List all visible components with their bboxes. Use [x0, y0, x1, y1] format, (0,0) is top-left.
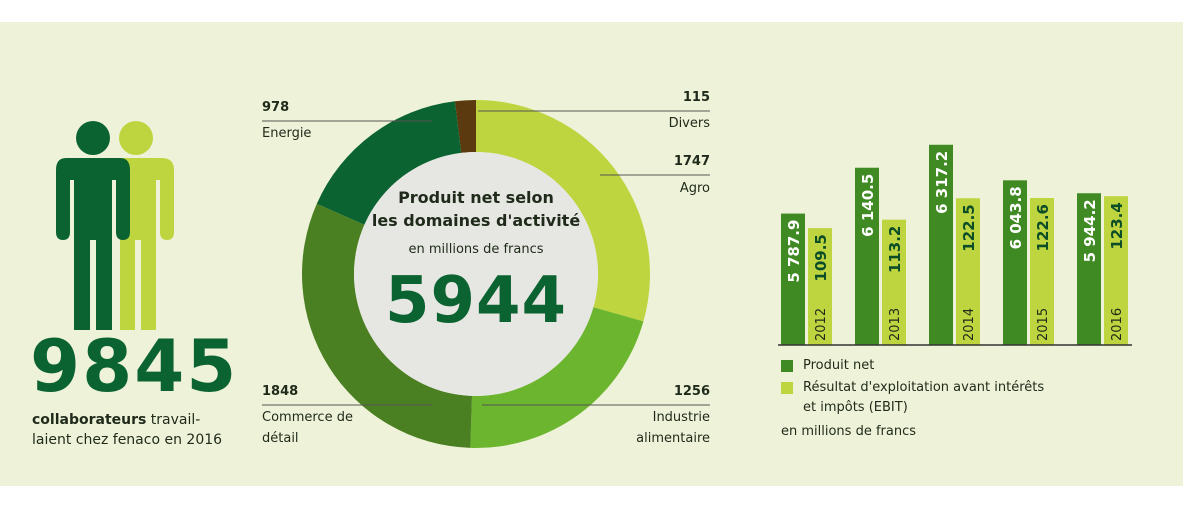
bar-ebit-2014	[956, 198, 980, 345]
donut-slice-industrie-alimentaire	[470, 307, 644, 448]
bar-value-label-ebit-2016: 123.4	[1108, 202, 1126, 249]
slice-label-commerce: Commerce de détail	[262, 410, 353, 446]
donut-center	[354, 152, 598, 396]
bar-ebit-2013	[882, 219, 906, 345]
bar-category-label-2016: 2016	[1110, 308, 1125, 341]
bar-value-label-ebit-2013: 113.2	[886, 226, 904, 273]
bar-ebit-2015	[1030, 198, 1054, 345]
slice-label-industrie: Industrie alimentaire	[636, 410, 710, 446]
donut-title-line2: les domaines d'activité	[371, 211, 581, 230]
donut-title: Produit net selon les domaines d'activit…	[364, 186, 588, 232]
bar-value-label-ebit-2014: 122.5	[960, 204, 978, 251]
donut-title-line1: Produit net selon	[398, 188, 554, 207]
slice-value-agro: 1747	[673, 154, 710, 169]
donut-slice-agro	[476, 100, 650, 322]
donut-slices	[301, 100, 650, 448]
legend-label-produit-net: Produit net	[803, 358, 875, 373]
legend-item-produit-net: Produit net	[781, 356, 1044, 376]
employee-count: 9845	[30, 324, 239, 408]
bar-produit-net-2014	[929, 144, 953, 345]
bar-produit-net-2012	[781, 213, 805, 345]
slice-value-industrie: 1256	[673, 384, 710, 399]
bar-value-label-ebit-2015: 122.6	[1034, 204, 1052, 251]
slice-value-commerce: 1848	[262, 384, 299, 399]
bar-value-label-produit-net-2012: 5 787.9	[785, 220, 803, 283]
legend-item-ebit: Résultat d'exploitation avant intérêts e…	[781, 378, 1044, 418]
slice-value-energie: 978	[262, 100, 290, 115]
donut-slice-divers	[454, 100, 476, 153]
bar-category-label-2014: 2014	[962, 308, 977, 341]
bar-produit-net-2015	[1003, 180, 1027, 345]
bar-value-label-produit-net-2014: 6 317.2	[933, 151, 951, 214]
legend-swatch-light	[781, 382, 793, 394]
legend-label-ebit: Résultat d'exploitation avant intérêts e…	[803, 378, 1044, 418]
slice-value-divers: 115	[682, 90, 710, 105]
slice-label-divers: Divers	[668, 116, 710, 131]
bar-category-label-2015: 2015	[1036, 308, 1051, 341]
bar-produit-net-2013	[855, 167, 879, 345]
donut-subtitle: en millions de francs	[408, 242, 544, 257]
slice-label-energie: Energie	[262, 126, 312, 141]
people-icon	[56, 121, 174, 330]
donut-slice-commerce-de-d-tail	[301, 203, 473, 448]
bar-category-label-2013: 2013	[888, 308, 903, 341]
employee-caption: collaborateurs travail- laient chez fena…	[32, 410, 252, 450]
bar-produit-net-2016	[1077, 193, 1101, 345]
bar-value-label-produit-net-2016: 5 944.2	[1081, 199, 1099, 262]
bar-legend: Produit net Résultat d'exploitation avan…	[781, 356, 1044, 420]
caption-rest-2: laient chez fenaco en 2016	[32, 432, 223, 448]
bar-value-label-produit-net-2013: 6 140.5	[859, 174, 877, 237]
bar-category-label-2012: 2012	[814, 308, 829, 341]
legend-label-ebit-line1: Résultat d'exploitation avant intérêts	[803, 380, 1045, 395]
caption-rest-1: travail-	[146, 412, 201, 428]
bar-ebit-2016	[1104, 196, 1128, 345]
slice-label-agro: Agro	[679, 181, 710, 196]
caption-bold: collaborateurs	[32, 412, 147, 428]
bar-value-label-ebit-2012: 109.5	[812, 234, 830, 281]
donut-total: 5944	[384, 264, 568, 338]
legend-swatch-dark	[781, 360, 793, 372]
bar-ebit-2012	[808, 228, 832, 345]
bar-unit-note: en millions de francs	[781, 424, 917, 439]
donut-slice-energie	[316, 101, 462, 225]
legend-label-ebit-line2: et impôts (EBIT)	[803, 400, 908, 415]
bar-value-label-produit-net-2015: 6 043.8	[1007, 186, 1025, 249]
